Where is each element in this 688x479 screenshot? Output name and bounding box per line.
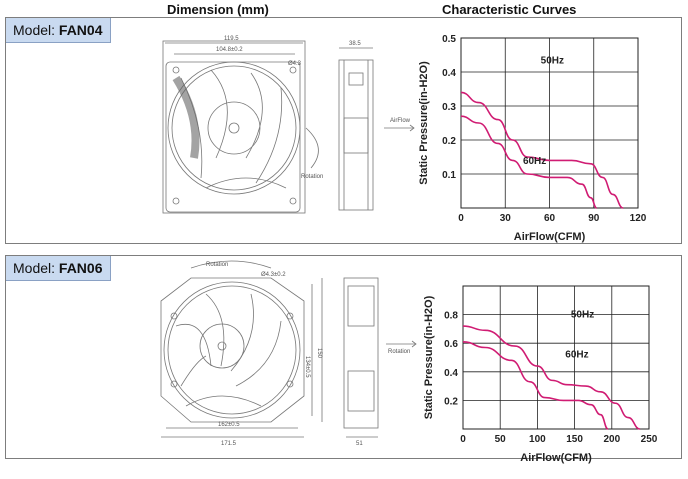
x-tick-label: 0: [458, 213, 464, 224]
x-tick-label: 30: [500, 213, 512, 224]
model-tag-fan04: Model: FAN04: [6, 18, 111, 43]
model-name: FAN06: [58, 260, 103, 276]
dimension-header: Dimension (mm): [167, 2, 269, 17]
y-tick-label: 0.4: [442, 68, 456, 79]
fan04-chart: 0 30 60 90 120 0.1 0.2 0.3 0.4 0.5 AirFlow(CFM) Sta…: [418, 34, 647, 243]
series-line-60Hz: [462, 325, 641, 430]
model-tag-fan06: Model: FAN06: [6, 256, 111, 281]
fan06-front-view: Rotation Ø4.3±0.2 162±0.5 171.5 134±0.5 …: [160, 260, 323, 447]
y-tick-label: 0.1: [442, 170, 456, 181]
dim-label: 38.5: [349, 41, 361, 47]
rotation-label: Rotation: [301, 174, 323, 180]
x-tick-label: 250: [641, 434, 658, 445]
dim-label: 134±0.5: [304, 356, 310, 378]
model-prefix: Model:: [13, 22, 59, 38]
chart-grid: [462, 285, 650, 430]
rotation-label: Rotation: [388, 349, 410, 355]
x-axis-label: AirFlow(CFM): [514, 231, 586, 243]
dim-label: Ø4.3: [288, 61, 302, 67]
dim-label: 104.8±0.2: [216, 47, 243, 53]
model-prefix: Model:: [13, 260, 59, 276]
x-tick-label: 120: [630, 213, 647, 224]
x-tick-label: 50: [495, 434, 507, 445]
series-label-50Hz: 50Hz: [571, 309, 594, 320]
x-tick-label: 60: [544, 213, 556, 224]
rotation-label: Rotation: [206, 262, 228, 268]
x-tick-label: 0: [460, 434, 466, 445]
x-tick-label: 90: [588, 213, 600, 224]
chart-grid: [460, 37, 639, 209]
dim-label: 119.5: [224, 36, 239, 42]
x-axis-label: AirFlow(CFM): [520, 452, 592, 464]
series-label-50Hz: 50Hz: [541, 56, 564, 67]
series-line-60Hz: [460, 91, 624, 209]
series-label-60Hz: 60Hz: [565, 350, 588, 361]
model-name: FAN04: [58, 22, 103, 38]
fan04-drawing: 119.5 104.8±0.2 Ø4.3 Rotation 38.5 AirFl…: [162, 36, 415, 214]
series-line-50Hz: [462, 340, 609, 430]
fan04-front-view: 119.5 104.8±0.2 Ø4.3 Rotation: [162, 36, 323, 214]
y-tick-label: 0.3: [442, 102, 456, 113]
curves-header: Characteristic Curves: [442, 2, 577, 17]
fan04-side-view: 38.5 AirFlow: [338, 41, 415, 211]
y-tick-label: 0.8: [444, 311, 458, 322]
y-axis-label: Static Pressure(in-H2O): [418, 61, 430, 185]
fan06-drawing: Rotation Ø4.3±0.2 162±0.5 171.5 134±0.5 …: [160, 260, 417, 447]
y-tick-label: 0.6: [444, 339, 458, 350]
dim-label: Ø4.3±0.2: [261, 272, 286, 278]
dim-label: 171.5: [221, 441, 237, 447]
y-tick-label: 0.4: [444, 368, 458, 379]
fan06-chart: 0 50 100 150 200 250 0.2 0.4 0.6 0.8 AirFlow(CFM) S…: [423, 285, 658, 464]
y-tick-label: 0.2: [444, 396, 458, 407]
fan06-panel: Model: FAN06 Rotation Ø4.3±0.2 162±0.5: [5, 255, 682, 464]
airflow-label: AirFlow: [390, 118, 411, 124]
fan04-panel: Model: FAN04 119.5 104.8±0.2 Ø4.3: [5, 17, 682, 244]
x-tick-label: 150: [566, 434, 583, 445]
y-tick-label: 0.2: [442, 136, 456, 147]
y-tick-label: 0.5: [442, 34, 456, 45]
series-line-50Hz: [460, 115, 598, 209]
fan06-side-view: 51 Rotation: [343, 277, 417, 447]
dim-label: 162±0.5: [218, 422, 240, 428]
x-tick-label: 200: [603, 434, 620, 445]
series-label-60Hz: 60Hz: [523, 156, 546, 167]
x-tick-label: 100: [529, 434, 546, 445]
dim-label: 51: [356, 441, 363, 447]
dim-label: 150: [316, 348, 322, 359]
y-axis-label: Static Pressure(in-H2O): [423, 295, 435, 419]
